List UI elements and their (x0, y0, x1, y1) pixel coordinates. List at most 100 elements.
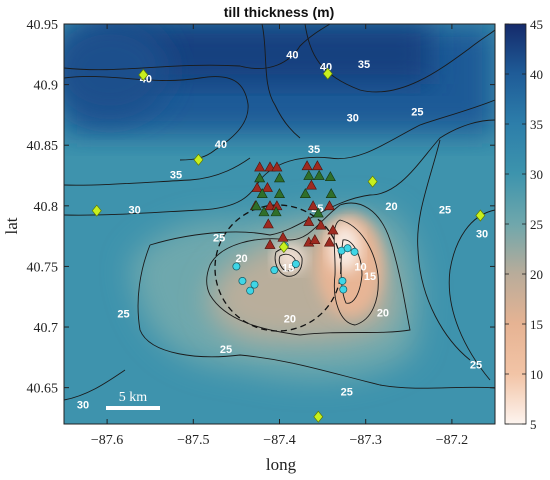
site-markers (91, 67, 486, 423)
contour-label: 40 (286, 49, 298, 61)
y-tick-label: 40.9 (34, 79, 59, 94)
red-triangle-marker (264, 200, 276, 211)
cyan-circle-marker (270, 266, 279, 275)
y-tick-label: 40.8 (34, 200, 59, 215)
red-triangle-marker (311, 160, 323, 171)
scale-bar-label: 5 km (119, 390, 148, 405)
cyan-circle-marker (339, 285, 348, 294)
x-axis-label: long (266, 455, 297, 474)
yellow-diamond-marker (475, 209, 486, 222)
green-triangle-marker (325, 188, 337, 198)
green-triangle-marker (258, 206, 270, 217)
colorbar-tick-label: 40 (530, 67, 543, 82)
y-tick-label: 40.75 (27, 260, 59, 275)
contour-label: 35 (170, 169, 182, 181)
red-triangle-marker (251, 182, 263, 192)
colorbar-tick-label: 15 (530, 317, 543, 332)
green-triangle-marker (270, 206, 282, 217)
contour-label: 30 (476, 229, 488, 241)
red-triangle-marker (323, 200, 336, 211)
red-triangle-marker (261, 182, 273, 192)
colorbar-ticks: 5 10 15 20 25 30 35 40 45 (505, 17, 543, 432)
green-triangle-marker (256, 188, 268, 198)
green-triangle-marker (299, 188, 311, 198)
y-tick-label: 40.95 (27, 18, 59, 33)
green-triangle-marker (324, 171, 336, 182)
x-tick-label: −87.2 (436, 433, 468, 448)
colorbar-tick-label: 5 (530, 417, 537, 432)
contour-label: 35 (358, 59, 370, 71)
contour-label: 25 (213, 232, 225, 244)
colorbar-tick-label: 25 (530, 217, 543, 232)
cyan-circle-marker (238, 277, 247, 285)
chart-title: till thickness (m) (224, 4, 334, 20)
red-triangle-marker (309, 234, 321, 245)
red-triangle-marker (254, 161, 266, 172)
y-tick-label: 40.65 (27, 382, 59, 397)
contour-label: 35 (308, 144, 320, 156)
red-triangle-marker (271, 161, 283, 172)
green-triangle-marker (303, 169, 315, 180)
colorbar-tick-label: 45 (530, 17, 543, 32)
search-radius-circle (214, 204, 342, 332)
yellow-diamond-marker (138, 68, 149, 81)
yellow-diamond-marker (367, 175, 378, 188)
red-triangle-marker (264, 161, 276, 172)
contour-label: 30 (77, 400, 89, 412)
green-triangle-marker (254, 172, 266, 183)
contour-label: 25 (411, 106, 423, 118)
contour-label: 20 (284, 314, 296, 326)
green-triangle-marker (273, 188, 286, 198)
contour-label: 30 (129, 204, 141, 216)
colorbar-tick-label: 35 (530, 117, 543, 132)
red-triangle-marker (277, 231, 289, 242)
contour-lines (64, 24, 495, 401)
contour-label: 30 (347, 112, 359, 124)
cyan-circle-marker (291, 260, 300, 268)
cyan-circle-marker (246, 286, 255, 295)
green-triangle-marker (250, 200, 262, 211)
cyan-circle-marker (250, 280, 259, 289)
red-triangle-marker (323, 236, 336, 247)
red-triangle-marker (315, 219, 327, 230)
contour-label: 25 (439, 204, 451, 216)
y-tick-label: 40.85 (27, 139, 59, 154)
contour-label: 15 (282, 263, 294, 275)
contour-label: 20 (235, 253, 247, 265)
green-triangle-marker (313, 169, 325, 180)
yellow-diamond-marker (193, 153, 204, 166)
y-tick-label: 40.7 (34, 321, 59, 336)
contour-label: 20 (385, 201, 397, 213)
x-tick-label: −87.4 (263, 433, 295, 448)
x-tick-label: −87.5 (177, 433, 209, 448)
yellow-diamond-marker (313, 410, 324, 423)
red-triangle-marker (303, 215, 315, 226)
colorbar-tick-label: 20 (530, 267, 543, 282)
contour-label: 25 (117, 309, 129, 321)
cyan-circle-marker (338, 277, 347, 285)
green-triangle-marker (312, 207, 324, 218)
y-axis-label: lat (2, 217, 21, 234)
colorbar-tick-label: 30 (530, 167, 543, 182)
colorbar-tick-label: 10 (530, 367, 543, 382)
heatmap-field (64, 24, 495, 424)
green-triangle-marker (273, 172, 286, 183)
yellow-diamond-marker (322, 67, 333, 80)
red-triangle-marker (307, 200, 319, 211)
contour-label: 25 (220, 344, 232, 356)
contour-label: 20 (377, 307, 389, 319)
yellow-diamond-marker (278, 240, 289, 254)
contour-label: 40 (215, 139, 227, 151)
y-axis-ticks: 40.65 40.7 40.75 40.8 40.85 40.9 40.95 (27, 18, 495, 397)
scale-bar: 5 km (106, 390, 160, 410)
contour-label: 10 (354, 261, 366, 273)
cyan-circle-marker (343, 244, 352, 253)
contour-labels: 4040354040353025353025202025301015251525… (77, 49, 488, 411)
red-triangle-marker (264, 238, 276, 249)
x-tick-label: −87.3 (349, 433, 381, 448)
contour-label: 15 (364, 271, 376, 283)
x-axis-ticks: −87.6 −87.5 −87.4 −87.3 −87.2 (91, 24, 468, 448)
red-triangle-marker (301, 160, 313, 171)
x-tick-label: −87.6 (91, 433, 123, 448)
